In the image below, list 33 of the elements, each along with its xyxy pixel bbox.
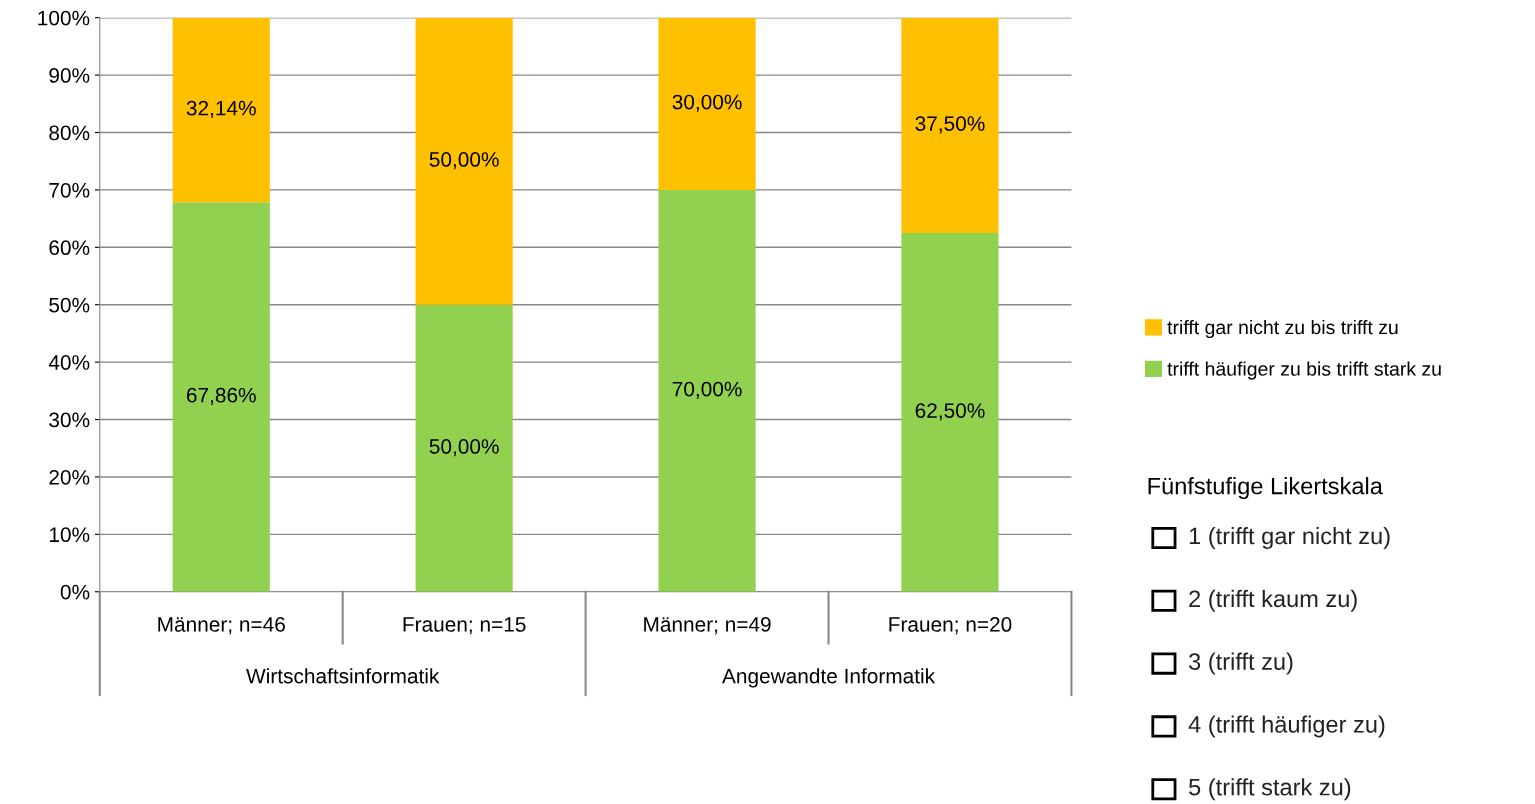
x-tick-label: Männer; n=49 [644, 617, 771, 635]
x-tick-label: Frauen; n=15 [403, 617, 526, 635]
y-tick-label: 50% [49, 297, 90, 313]
data-label: 32,14% [186, 100, 256, 118]
data-label: 62,50% [915, 403, 985, 421]
text: 1 (trifft gar nicht zu) [1189, 526, 1390, 550]
y-tick-label: 10% [49, 527, 90, 543]
y-tick-label: 100% [38, 10, 90, 26]
text: 2 (trifft kaum zu) [1189, 589, 1357, 612]
text: 3 (trifft zu) [1188, 652, 1293, 675]
data-label: 50,00% [429, 439, 499, 457]
text: Wirtschaftsinformatik [246, 668, 440, 684]
text: 5 (trifft stark zu) [1189, 778, 1351, 801]
y-tick-label: 80% [49, 125, 90, 141]
text: Fünfstufige Likertskala [1148, 477, 1383, 500]
y-tick-label: 90% [49, 68, 90, 83]
data-label: 70,00% [672, 381, 742, 399]
data-label: 67,86% [186, 387, 256, 406]
data-label: 37,50% [915, 116, 985, 134]
y-tick-label: 60% [49, 240, 90, 256]
text: 4 (trifft häufiger zu) [1188, 715, 1385, 738]
text: Angewandte Informatik [722, 668, 936, 688]
y-tick-label: 30% [49, 412, 90, 428]
data-label: 50,00% [429, 152, 499, 170]
data-label: 30,00% [672, 94, 742, 112]
y-tick-label: 20% [49, 469, 90, 485]
x-tick-label: Männer; n=46 [158, 617, 285, 635]
x-tick-label: Frauen; n=20 [889, 617, 1012, 635]
y-tick-label: 0% [60, 584, 90, 600]
legend-label: trifft häufiger zu bis trifft stark zu [1167, 361, 1441, 380]
y-tick-label: 40% [48, 355, 90, 370]
y-tick-label: 70% [49, 182, 90, 198]
legend-label: trifft gar nicht zu bis trifft zu [1167, 319, 1398, 339]
